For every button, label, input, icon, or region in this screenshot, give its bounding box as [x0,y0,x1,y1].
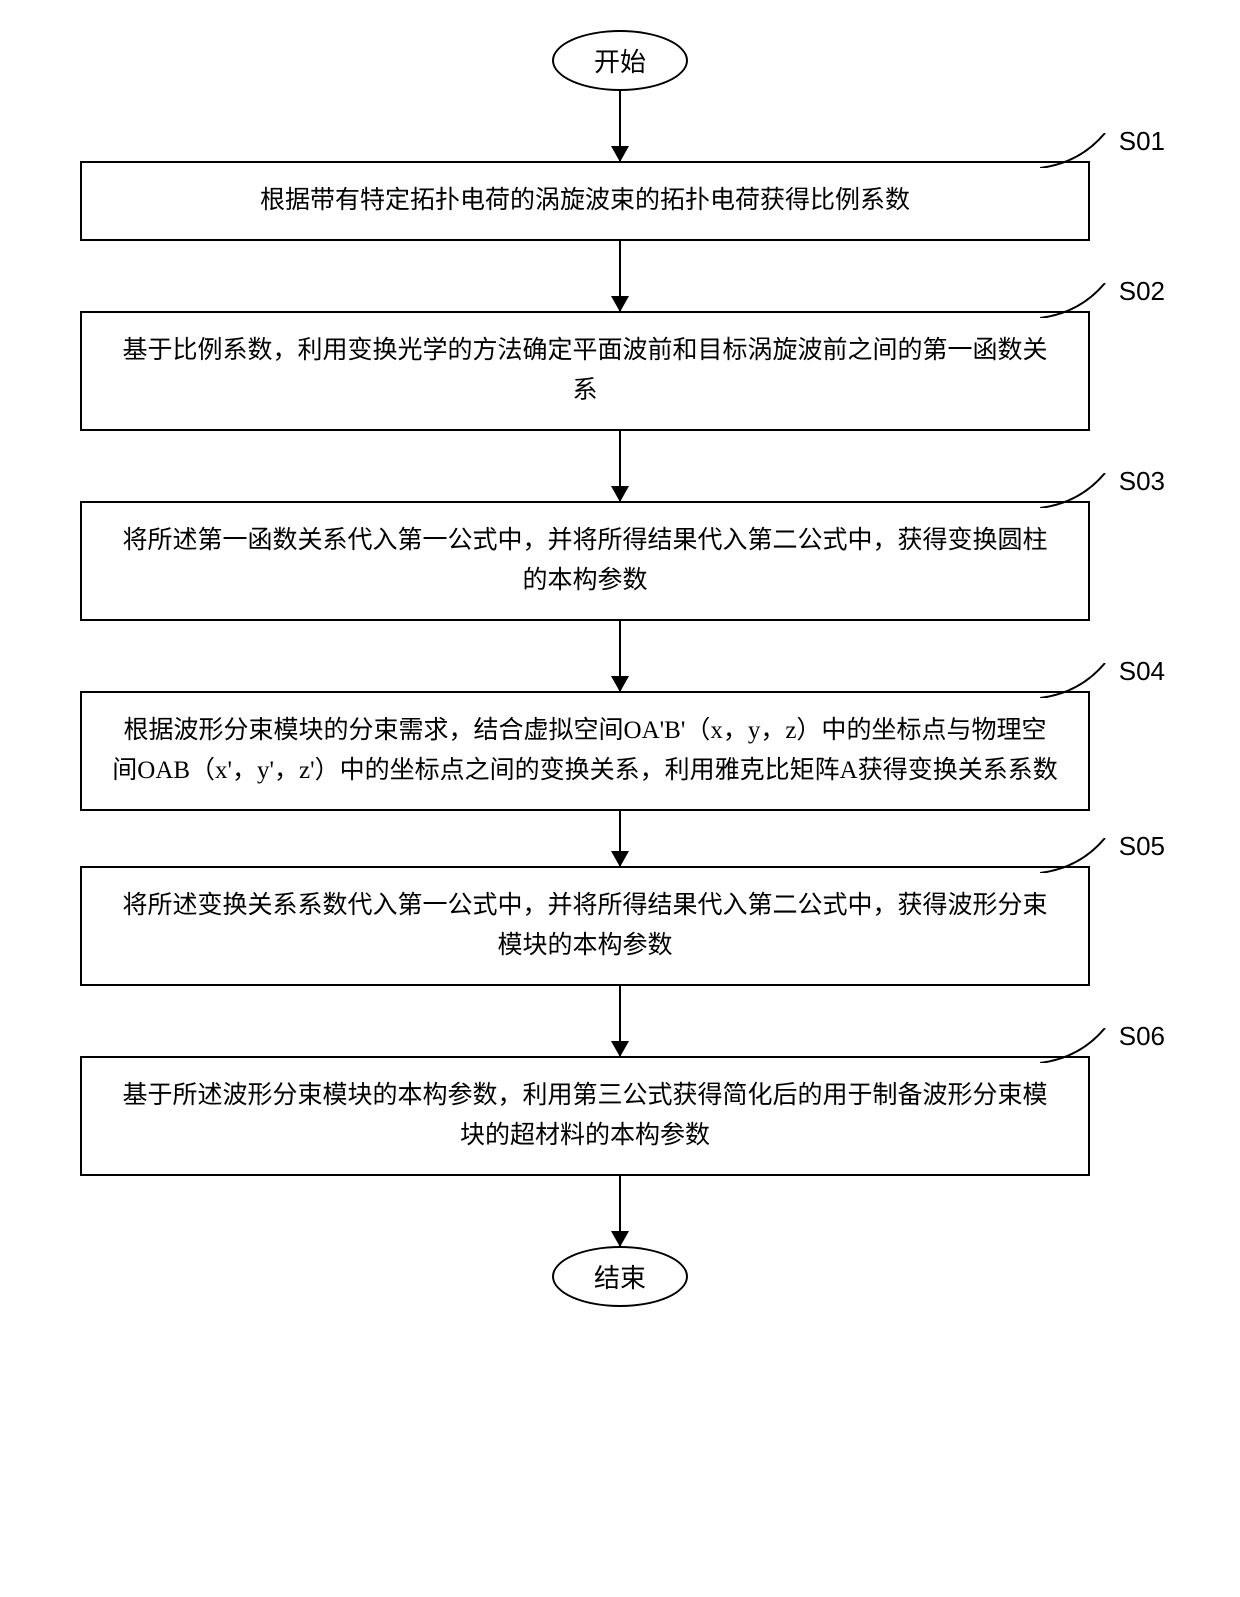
process-box: 根据带有特定拓扑电荷的涡旋波束的拓扑电荷获得比例系数 [80,161,1090,241]
end-label: 结束 [594,1264,646,1293]
process-text: 将所述第一函数关系代入第一公式中，并将所得结果代入第二公式中，获得变换圆柱的本构… [112,521,1058,601]
step-label: S02 [1119,276,1165,307]
process-box: 基于比例系数，利用变换光学的方法确定平面波前和目标涡旋波前之间的第一函数关系 [80,311,1090,431]
step-s06: S06 基于所述波形分束模块的本构参数，利用第三公式获得简化后的用于制备波形分束… [60,1056,1180,1176]
step-label: S04 [1119,656,1165,687]
label-curve-icon [1040,473,1110,508]
process-box: 将所述变换关系系数代入第一公式中，并将所得结果代入第二公式中，获得波形分束模块的… [80,866,1090,986]
process-box: 将所述第一函数关系代入第一公式中，并将所得结果代入第二公式中，获得变换圆柱的本构… [80,501,1090,621]
step-s02: S02 基于比例系数，利用变换光学的方法确定平面波前和目标涡旋波前之间的第一函数… [60,311,1180,431]
label-curve-icon [1040,283,1110,318]
step-s01: S01 根据带有特定拓扑电荷的涡旋波束的拓扑电荷获得比例系数 [60,161,1180,241]
step-s05: S05 将所述变换关系系数代入第一公式中，并将所得结果代入第二公式中，获得波形分… [60,866,1180,986]
step-label: S03 [1119,466,1165,497]
arrow [619,91,621,161]
process-text: 基于比例系数，利用变换光学的方法确定平面波前和目标涡旋波前之间的第一函数关系 [112,331,1058,411]
process-text: 根据带有特定拓扑电荷的涡旋波束的拓扑电荷获得比例系数 [260,181,910,221]
step-s04: S04 根据波形分束模块的分束需求，结合虚拟空间OA'B'（x，y，z）中的坐标… [60,691,1180,811]
process-box: 根据波形分束模块的分束需求，结合虚拟空间OA'B'（x，y，z）中的坐标点与物理… [80,691,1090,811]
arrow [619,1176,621,1246]
label-curve-icon [1040,838,1110,873]
process-text: 基于所述波形分束模块的本构参数，利用第三公式获得简化后的用于制备波形分束模块的超… [112,1076,1058,1156]
label-curve-icon [1040,133,1110,168]
process-box: 基于所述波形分束模块的本构参数，利用第三公式获得简化后的用于制备波形分束模块的超… [80,1056,1090,1176]
arrow [619,431,621,501]
process-text: 将所述变换关系系数代入第一公式中，并将所得结果代入第二公式中，获得波形分束模块的… [112,886,1058,966]
end-terminal: 结束 [552,1246,688,1307]
start-label: 开始 [594,48,646,77]
step-label: S05 [1119,831,1165,862]
label-curve-icon [1040,1028,1110,1063]
step-label: S06 [1119,1021,1165,1052]
label-curve-icon [1040,663,1110,698]
start-terminal: 开始 [552,30,688,91]
step-s03: S03 将所述第一函数关系代入第一公式中，并将所得结果代入第二公式中，获得变换圆… [60,501,1180,621]
step-label: S01 [1119,126,1165,157]
arrow [619,621,621,691]
arrow [619,241,621,311]
arrow [619,986,621,1056]
flowchart-container: 开始 S01 根据带有特定拓扑电荷的涡旋波束的拓扑电荷获得比例系数 S02 基于… [60,30,1180,1307]
process-text: 根据波形分束模块的分束需求，结合虚拟空间OA'B'（x，y，z）中的坐标点与物理… [112,711,1058,791]
arrow [619,811,621,866]
